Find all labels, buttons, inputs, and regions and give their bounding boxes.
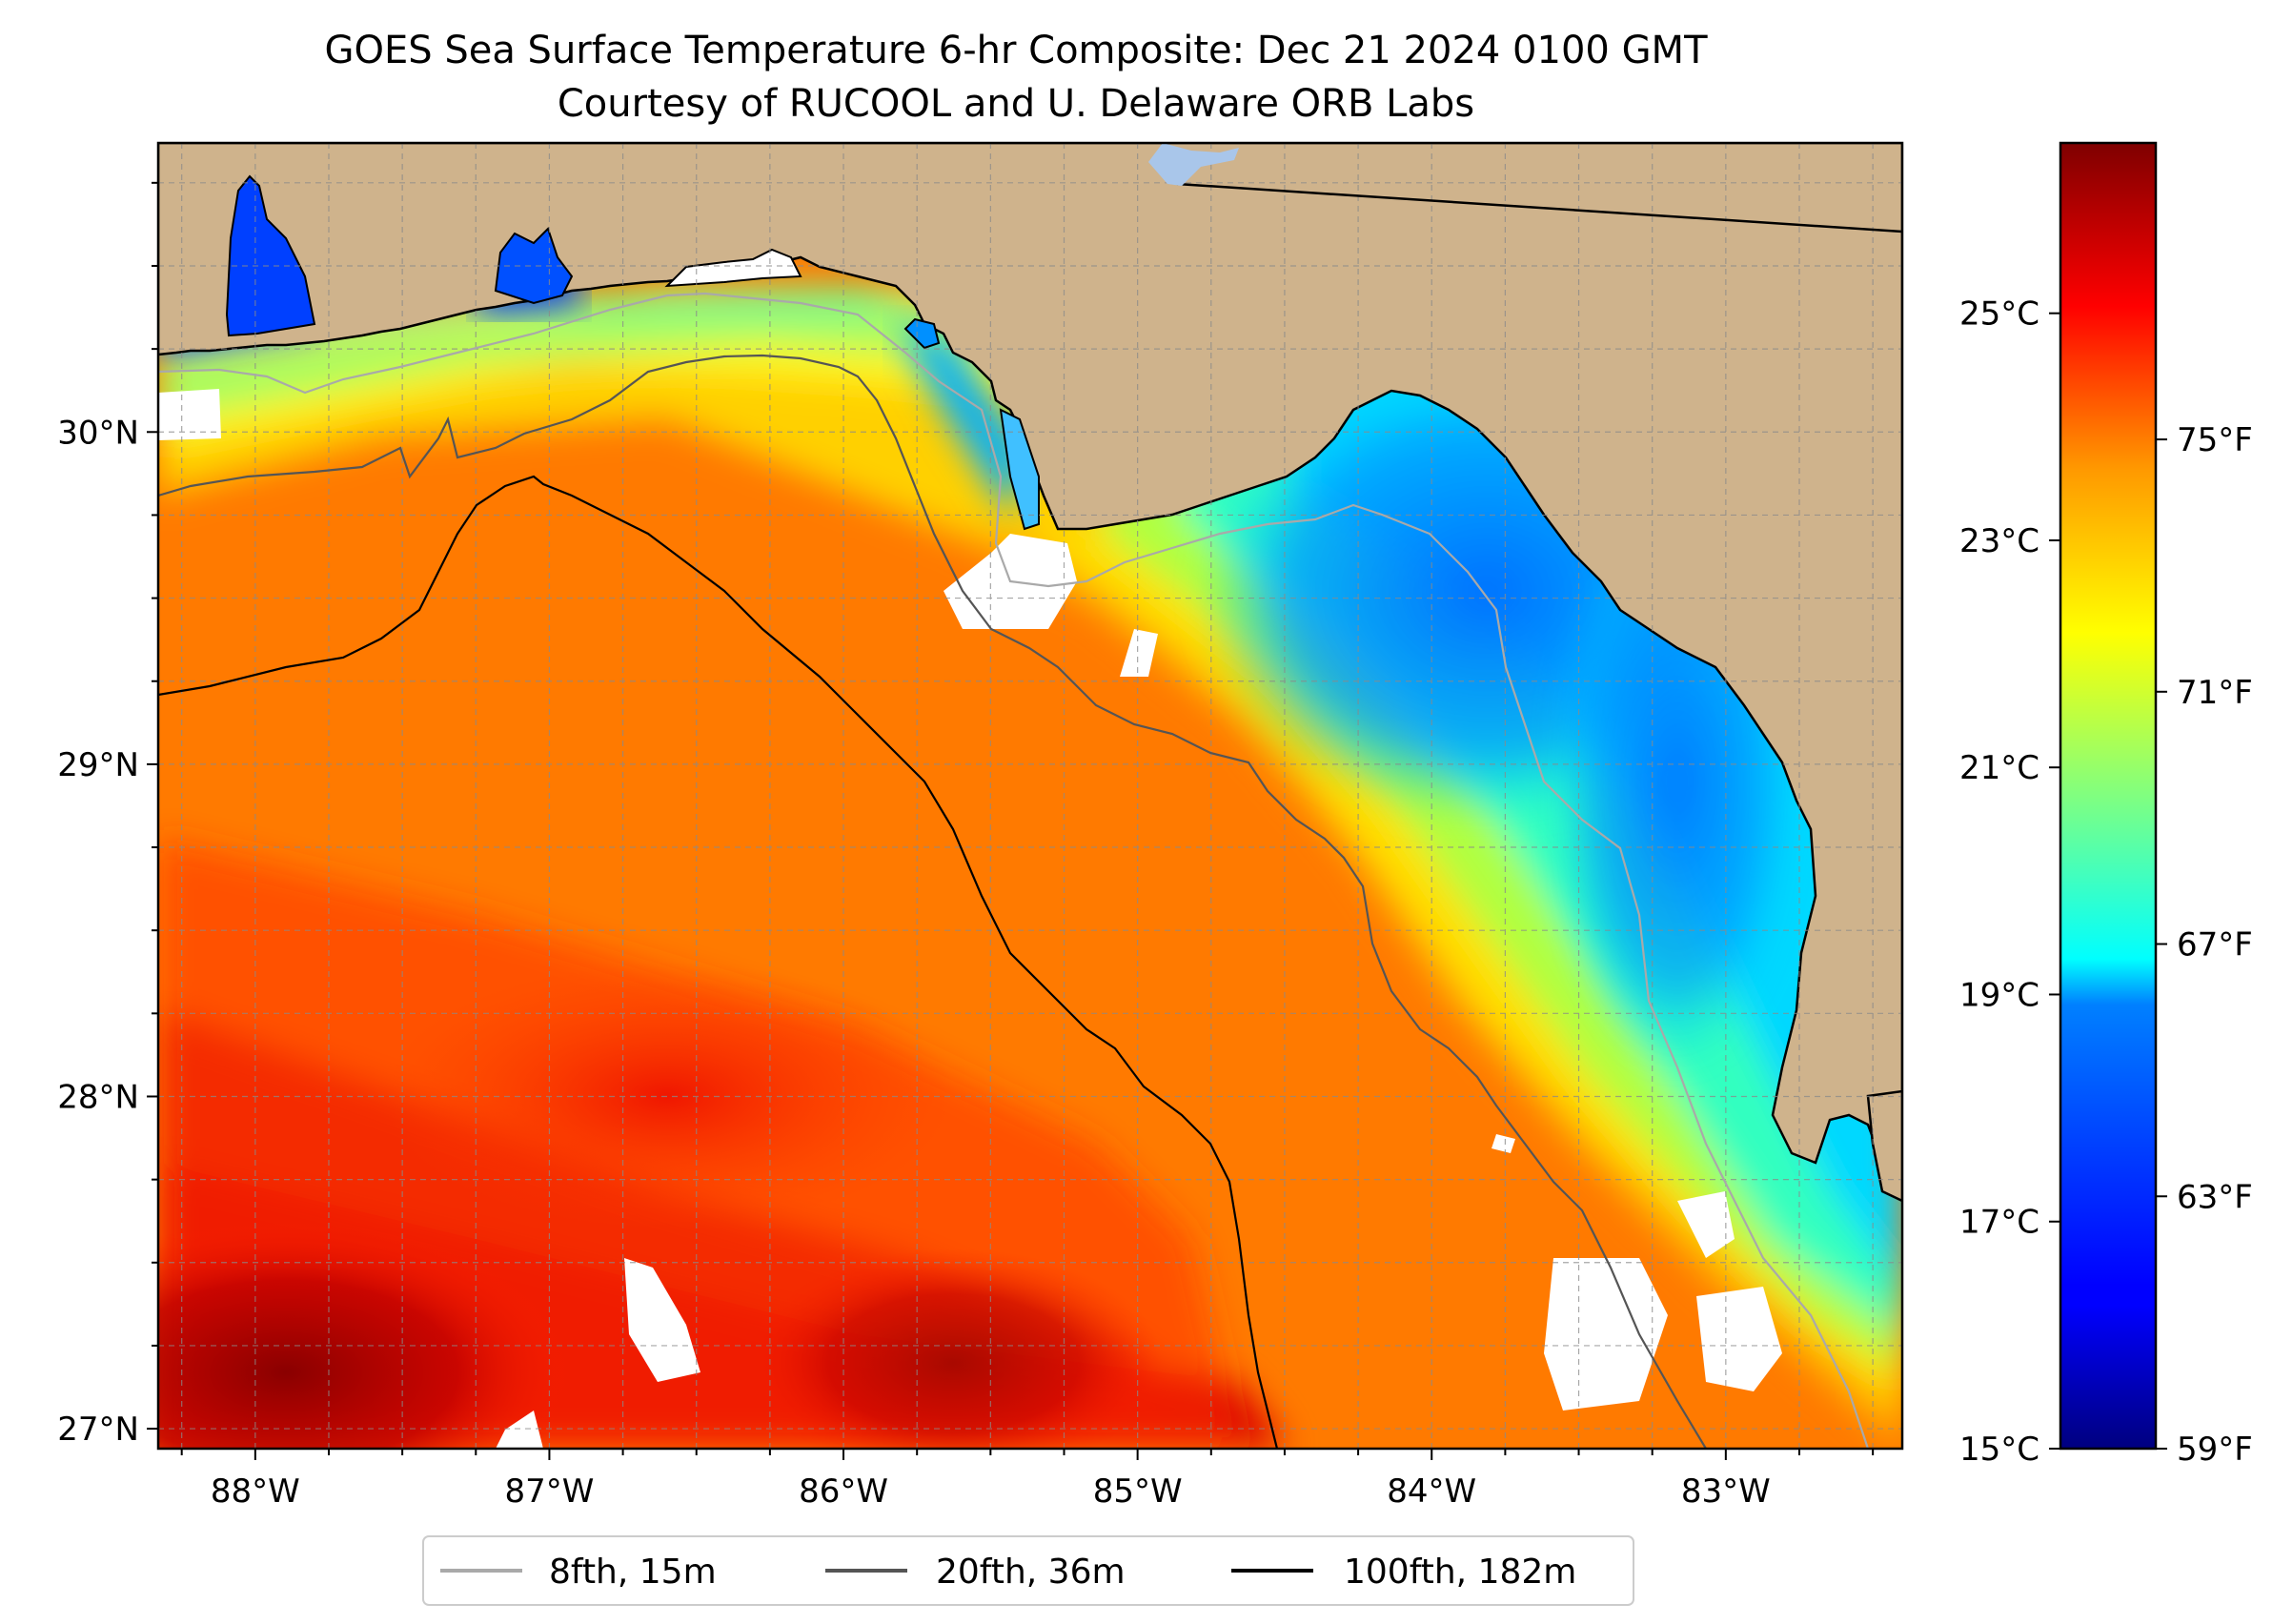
lon-tick-label: 83°W [1681,1472,1771,1511]
celsius-tick-label: 15°C [1959,1431,2039,1469]
colorbar: 25°C 23°C 21°C 19°C 17°C 15°C 75°F 71°F 67°F 63°… [1959,141,2253,1469]
lon-tick-label: 87°W [504,1472,594,1511]
lat-tick-label: 28°N [57,1078,139,1116]
longitude-axis: 88°W 87°W 86°W 85°W 84°W 83°W [180,1449,1875,1511]
fahrenheit-tick-label: 59°F [2177,1431,2253,1469]
colorbar-celsius-axis: 25°C 23°C 21°C 19°C 17°C 15°C [1959,295,2060,1469]
isobath-20fth-36m [158,354,1707,1449]
legend-label-8fth: 8fth, 15m [549,1553,717,1592]
map-area [158,143,1902,1449]
isobath-8fth-15m [158,292,1870,1449]
isobath-100fth-182m [158,475,1279,1449]
celsius-tick-label: 21°C [1959,749,2039,787]
state-boundary-line [1176,182,1902,233]
colorbar-gradient [2059,141,2158,1451]
lon-tick-label: 88°W [211,1472,300,1511]
celsius-tick-label: 23°C [1959,522,2039,560]
fahrenheit-tick-label: 67°F [2177,926,2253,964]
latitude-axis: 30°N 29°N 28°N 27°N [57,181,158,1449]
fahrenheit-tick-label: 71°F [2177,674,2253,712]
lon-tick-label: 86°W [799,1472,888,1511]
celsius-tick-label: 17°C [1959,1204,2039,1242]
map-title-line2: Courtesy of RUCOOL and U. Delaware ORB L… [558,82,1474,126]
lat-tick-label: 29°N [57,746,139,784]
isobath-legend: 8fth, 15m 20fth, 36m 100fth, 182m [422,1535,1634,1606]
map-gridlines [158,143,1902,1449]
isobaths [158,292,1870,1449]
lake-seminole [1148,143,1239,186]
colorbar-fahrenheit-axis: 75°F 71°F 67°F 63°F 59°F [2156,421,2253,1469]
lon-tick-label: 84°W [1387,1472,1476,1511]
fahrenheit-tick-label: 75°F [2177,421,2253,459]
legend-label-20fth: 20fth, 36m [936,1553,1126,1592]
lat-tick-label: 27°N [57,1411,139,1449]
lat-tick-label: 30°N [57,414,139,452]
celsius-tick-label: 25°C [1959,295,2039,334]
celsius-tick-label: 19°C [1959,976,2039,1014]
legend-label-100fth: 100fth, 182m [1344,1553,1576,1592]
bay-waters [225,174,1040,531]
map-title-line1: GOES Sea Surface Temperature 6-hr Compos… [324,29,1708,72]
map-frame [156,141,1904,1451]
legend-box [422,1535,1634,1606]
lon-tick-label: 85°W [1093,1472,1183,1511]
fahrenheit-tick-label: 63°F [2177,1178,2253,1216]
